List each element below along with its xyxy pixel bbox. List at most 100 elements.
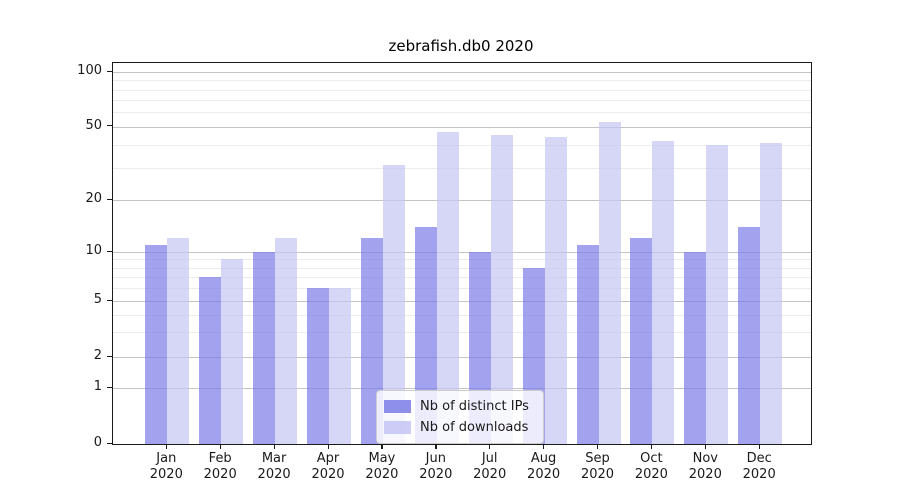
- y-tick-mark-10: [107, 250, 112, 252]
- bar-nb-of-distinct-ips-jun: [414, 226, 437, 444]
- gridline-minor-6: [113, 288, 811, 290]
- x-tick-label-year: 2020: [742, 467, 776, 482]
- gridline-major-100: [113, 72, 811, 73]
- x-tick-mark-dec: [758, 444, 760, 449]
- bar-nb-of-downloads-oct: [652, 140, 675, 444]
- gridline-minor-9: [113, 259, 811, 261]
- x-tick-label-month: Aug: [530, 451, 557, 466]
- x-tick-label-year: 2020: [311, 467, 345, 482]
- bar-nb-of-distinct-ips-feb: [199, 277, 222, 444]
- bar-nb-of-distinct-ips-jan: [145, 244, 168, 444]
- x-tick-label-month: Nov: [692, 451, 718, 466]
- x-tick-label-dec: Dec 2020: [729, 451, 789, 483]
- y-tick-mark-0: [107, 442, 112, 444]
- legend-entry-nb-of-downloads: Nb of downloads: [384, 417, 535, 438]
- gridline-minor-80: [113, 89, 811, 91]
- x-tick-label-year: 2020: [149, 467, 183, 482]
- x-tick-label-year: 2020: [365, 467, 399, 482]
- x-tick-label-month: Apr: [316, 451, 340, 466]
- gridline-major-50: [113, 126, 811, 128]
- y-tick-mark-100: [107, 70, 112, 72]
- y-tick-label-50: 50: [85, 117, 102, 133]
- bar-nb-of-downloads-jul: [490, 135, 513, 444]
- plot-area: Nb of distinct IPs Nb of downloads: [112, 62, 812, 445]
- x-tick-mark-sep: [597, 444, 599, 449]
- x-tick-mark-may: [381, 444, 383, 449]
- bar-nb-of-distinct-ips-nov: [684, 252, 707, 444]
- y-tick-label-1: 1: [93, 379, 102, 394]
- y-tick-mark-2: [107, 355, 112, 357]
- bar-nb-of-downloads-jan: [167, 238, 190, 444]
- bar-nb-of-distinct-ips-oct: [630, 238, 653, 444]
- x-tick-label-month: Dec: [746, 451, 772, 466]
- x-tick-mark-aug: [543, 444, 545, 449]
- x-tick-label-month: Jul: [481, 451, 498, 466]
- legend-label-nb-of-downloads: Nb of downloads: [420, 420, 529, 435]
- x-tick-label-year: 2020: [257, 467, 291, 482]
- bar-nb-of-distinct-ips-sep: [576, 244, 599, 444]
- x-tick-label-year: 2020: [580, 467, 615, 482]
- x-tick-mark-apr: [327, 444, 329, 449]
- x-tick-label-mar: Mar 2020: [244, 451, 304, 483]
- gridline-minor-7: [113, 277, 811, 279]
- x-tick-label-jul: Jul 2020: [460, 451, 520, 483]
- legend: Nb of distinct IPs Nb of downloads: [376, 390, 544, 444]
- x-tick-mark-feb: [219, 444, 221, 449]
- y-tick-label-100: 100: [77, 63, 102, 78]
- gridline-major-1: [113, 388, 811, 389]
- bar-nb-of-downloads-nov: [706, 144, 729, 444]
- x-tick-mark-jun: [435, 444, 437, 449]
- bar-nb-of-distinct-ips-apr: [307, 288, 329, 444]
- gridline-major-5: [113, 301, 811, 302]
- gridline-minor-8: [113, 267, 811, 269]
- gridline-minor-70: [113, 100, 811, 102]
- bar-nb-of-distinct-ips-mar: [253, 252, 276, 444]
- legend-swatch-nb-of-distinct-ips: [384, 400, 411, 413]
- x-tick-label-month: Jan: [156, 451, 177, 466]
- x-tick-label-month: Mar: [261, 451, 287, 466]
- bar-nb-of-downloads-mar: [275, 238, 298, 444]
- x-tick-label-may: May 2020: [352, 451, 412, 483]
- x-tick-mark-jul: [489, 444, 491, 449]
- gridline-minor-30: [113, 167, 811, 169]
- gridline-minor-4: [113, 314, 811, 316]
- x-tick-label-feb: Feb 2020: [190, 451, 250, 483]
- x-tick-label-month: Jun: [425, 451, 446, 466]
- x-tick-label-aug: Aug 2020: [514, 451, 574, 483]
- x-tick-mark-oct: [650, 444, 653, 449]
- x-tick-mark-mar: [273, 444, 275, 449]
- y-tick-label-2: 2: [93, 348, 102, 363]
- y-tick-mark-20: [107, 198, 112, 200]
- bar-nb-of-downloads-sep: [598, 122, 621, 444]
- gridline-minor-90: [113, 80, 811, 82]
- x-tick-label-month: Sep: [585, 451, 610, 466]
- gridline-minor-3: [113, 332, 811, 334]
- gridline-major-10: [113, 252, 811, 253]
- x-tick-label-jan: Jan 2020: [136, 451, 196, 483]
- gridline-minor-40: [113, 144, 811, 146]
- gridline-minor-60: [113, 112, 811, 114]
- gridline-major-2: [113, 357, 811, 358]
- bar-nb-of-downloads-may: [382, 164, 405, 444]
- x-tick-label-year: 2020: [527, 467, 561, 482]
- bar-nb-of-downloads-dec: [760, 142, 783, 444]
- x-tick-label-year: 2020: [473, 467, 507, 482]
- x-tick-mark-jan: [165, 444, 168, 449]
- x-tick-label-oct: Oct 2020: [621, 451, 681, 483]
- y-tick-mark-5: [107, 299, 112, 301]
- y-tick-mark-50: [107, 125, 112, 127]
- y-tick-label-10: 10: [85, 243, 102, 258]
- y-tick-label-20: 20: [85, 191, 102, 206]
- chart-title: zebrafish.db0 2020: [388, 37, 534, 55]
- y-tick-mark-1: [107, 386, 112, 388]
- y-tick-label-0: 0: [93, 435, 102, 450]
- x-tick-label-nov: Nov 2020: [675, 451, 735, 483]
- legend-entry-nb-of-distinct-ips: Nb of distinct IPs: [384, 396, 535, 417]
- x-tick-label-year: 2020: [688, 467, 722, 482]
- x-tick-label-month: Feb: [208, 451, 232, 466]
- y-tick-label-5: 5: [93, 292, 102, 307]
- bar-nb-of-distinct-ips-dec: [738, 226, 761, 444]
- x-tick-label-sep: Sep 2020: [568, 451, 628, 483]
- bar-nb-of-downloads-apr: [329, 288, 351, 444]
